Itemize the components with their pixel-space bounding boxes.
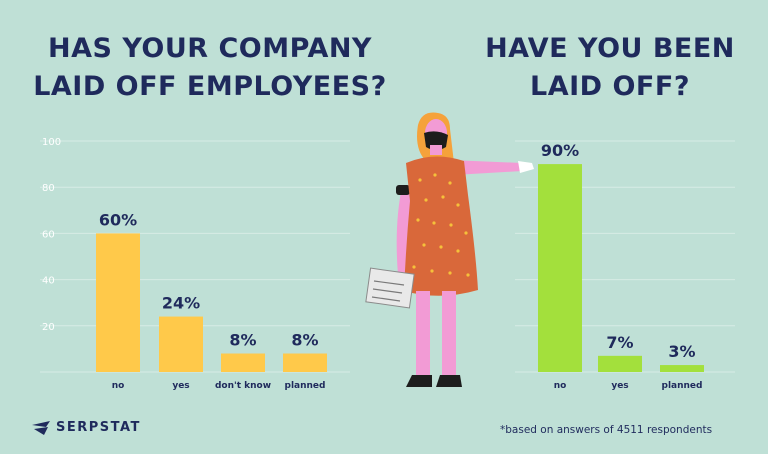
bar-yes <box>159 316 203 372</box>
bar-planned <box>660 365 704 372</box>
data-label: 8% <box>291 331 318 350</box>
brand: SERPSTAT <box>32 420 141 435</box>
woman-illustration-icon <box>365 112 534 387</box>
bar-no <box>538 164 582 372</box>
left-chart-title: HAS YOUR COMPANY LAID OFF EMPLOYEES? <box>33 33 387 102</box>
data-label: 24% <box>162 294 200 313</box>
data-label: 90% <box>541 141 579 160</box>
data-label: 60% <box>99 210 137 229</box>
y-tick-label: 20 <box>42 322 55 333</box>
category-label: yes <box>172 381 189 391</box>
y-tick-label: 100 <box>42 137 61 148</box>
footnote: *based on answers of 4511 respondents <box>500 424 713 436</box>
category-label: planned <box>662 381 703 391</box>
category-label: planned <box>285 381 326 391</box>
bar-no <box>96 233 140 372</box>
y-tick-label: 40 <box>42 276 55 287</box>
data-label: 8% <box>229 331 256 350</box>
data-label: 3% <box>668 342 695 361</box>
category-label: no <box>554 381 567 391</box>
category-label: yes <box>611 381 628 391</box>
data-label: 7% <box>606 333 633 352</box>
right-chart-title: HAVE YOU BEEN LAID OFF? <box>485 33 735 102</box>
bar-yes <box>598 355 642 372</box>
brand-name: SERPSTAT <box>56 420 141 435</box>
category-label: no <box>112 381 125 391</box>
y-tick-label: 60 <box>42 229 55 240</box>
bar-don-t-know <box>221 353 265 372</box>
category-label: don't know <box>215 381 271 391</box>
serpstat-logo-icon <box>32 420 50 435</box>
bar-planned <box>283 353 327 372</box>
y-tick-label: 80 <box>42 183 55 194</box>
